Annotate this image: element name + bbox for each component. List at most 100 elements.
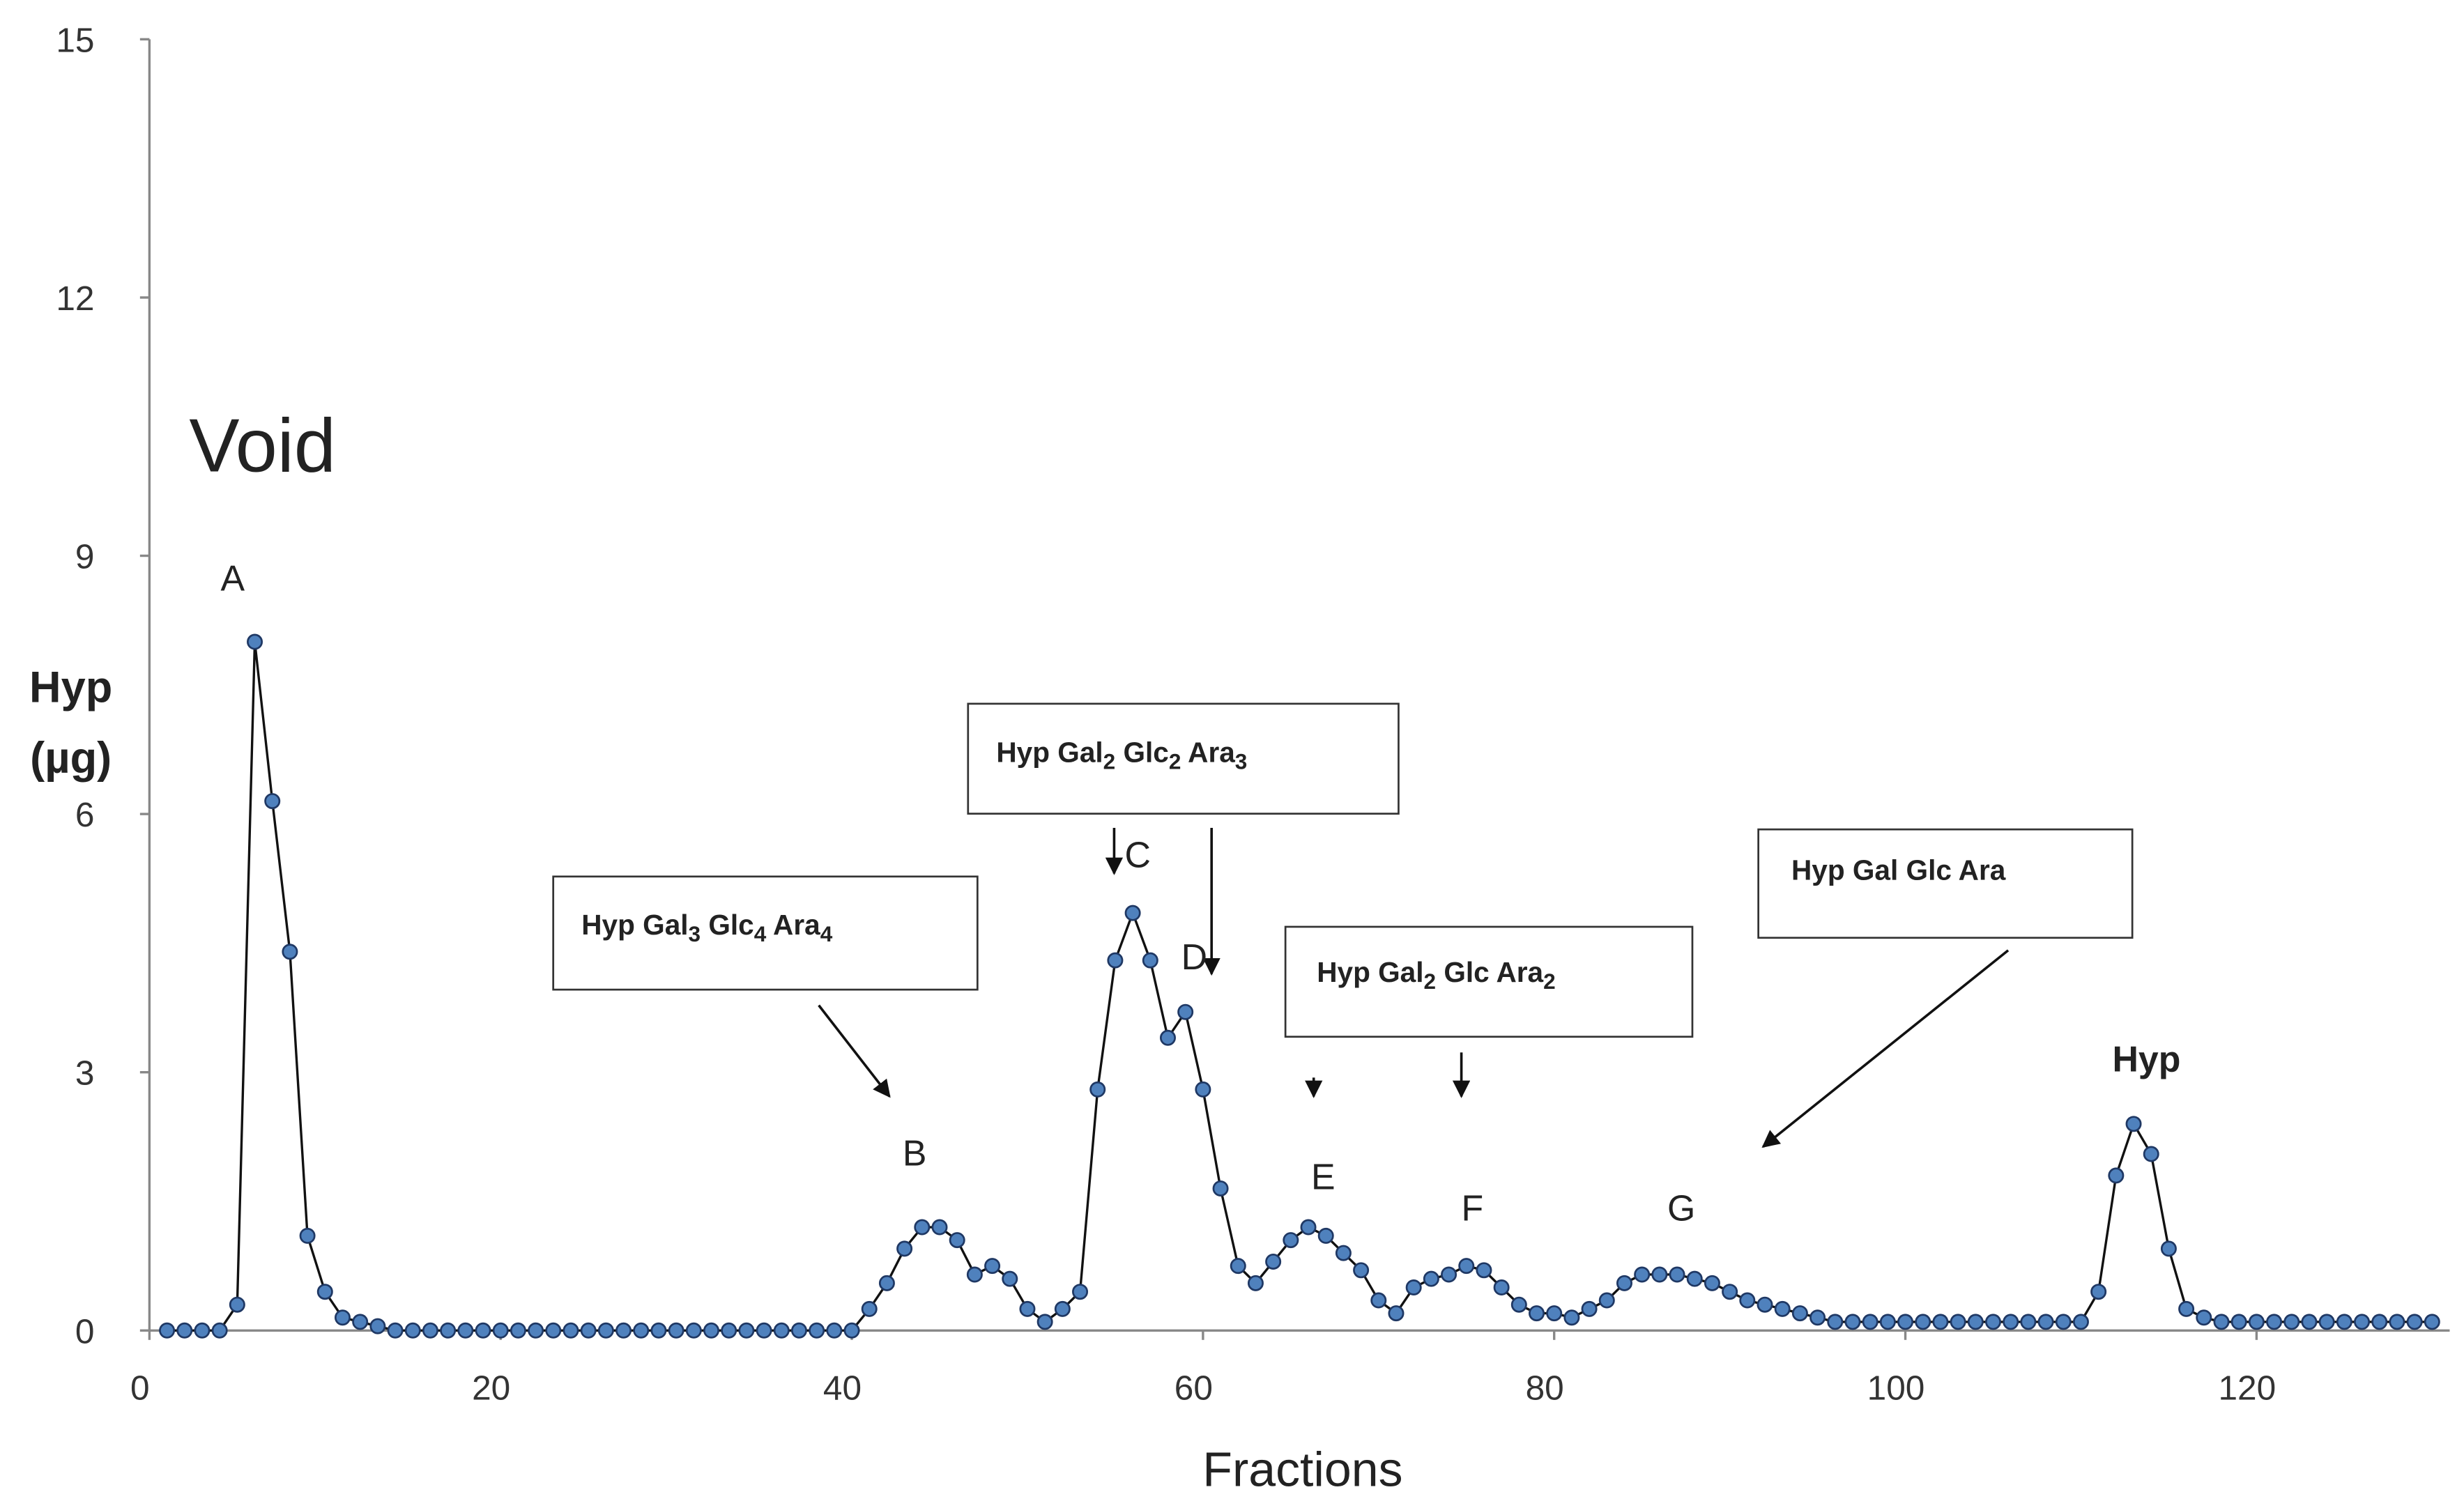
data-point [2213, 1314, 2230, 1330]
data-point [404, 1322, 421, 1339]
data-point [2371, 1314, 2388, 1330]
data-point [633, 1322, 650, 1339]
data-point [1405, 1279, 1422, 1296]
x-tick-label: 120 [2218, 1368, 2276, 1407]
annotation: B [903, 1133, 927, 1174]
label-box [1284, 925, 1694, 1038]
y-tick-label: 15 [56, 20, 94, 59]
box-label: Hyp Gal Glc Ara [1791, 854, 2006, 886]
data-point [1791, 1305, 1808, 1322]
data-point [826, 1322, 843, 1339]
data-point [2406, 1314, 2423, 1330]
data-point [440, 1322, 457, 1339]
subscript: 3 [1235, 748, 1248, 774]
y-tick-label: 12 [56, 279, 94, 318]
data-point [264, 793, 281, 810]
label-text: Ara [766, 909, 820, 941]
data-point [369, 1318, 386, 1334]
data-point [1177, 1003, 1194, 1020]
data-point [843, 1322, 860, 1339]
data-point [2020, 1314, 2037, 1330]
data-point [1598, 1292, 1615, 1309]
data-point [545, 1322, 562, 1339]
data-point [773, 1322, 790, 1339]
x-tick-label: 0 [130, 1368, 150, 1407]
data-point [2143, 1146, 2159, 1162]
subscript: 2 [1424, 968, 1437, 993]
data-point [756, 1322, 772, 1339]
data-point [2037, 1314, 2054, 1330]
data-point [1493, 1279, 1510, 1296]
data-point [2160, 1240, 2177, 1257]
y-tick-label: 6 [75, 795, 95, 834]
data-point [914, 1219, 931, 1236]
data-point [703, 1322, 720, 1339]
data-point [457, 1322, 474, 1339]
data-point [790, 1322, 807, 1339]
data-point [1704, 1275, 1720, 1291]
data-point [1827, 1314, 1844, 1330]
data-point [1739, 1292, 1756, 1309]
subscript: 2 [1103, 748, 1116, 774]
data-point [878, 1275, 895, 1291]
data-point [334, 1309, 351, 1326]
callouts [552, 702, 2134, 1148]
data-point [299, 1227, 316, 1244]
data-point [1423, 1270, 1439, 1287]
data-point [1019, 1300, 1036, 1317]
data-point [2003, 1314, 2019, 1330]
data-point [1581, 1300, 1598, 1317]
data-point [2336, 1314, 2352, 1330]
annotation: G [1667, 1187, 1695, 1228]
label-box [552, 875, 979, 991]
data-point [1774, 1300, 1791, 1317]
data-point [1370, 1292, 1387, 1309]
data-point [615, 1322, 632, 1339]
subscript: 2 [1543, 968, 1556, 993]
data-point [475, 1322, 491, 1339]
data-point [1529, 1305, 1545, 1322]
data-point [176, 1322, 193, 1339]
data-point [2283, 1314, 2300, 1330]
data-point [2178, 1300, 2195, 1317]
data-point [1915, 1314, 1931, 1330]
subscript: 2 [1169, 748, 1181, 774]
data-point [247, 633, 263, 650]
data-point [1563, 1309, 1580, 1326]
annotation: Void [189, 403, 336, 487]
data-point [984, 1258, 1001, 1275]
data-point [1546, 1305, 1563, 1322]
data-point [2424, 1314, 2440, 1330]
y-axis-title: (µg) [30, 734, 112, 783]
x-axis-title: Fractions [1202, 1442, 1402, 1496]
data-point [1476, 1262, 1492, 1279]
data-point [597, 1322, 614, 1339]
subscript: 4 [754, 921, 767, 946]
data-point [721, 1322, 737, 1339]
data-point [1757, 1296, 1773, 1313]
data-point [2266, 1314, 2283, 1330]
data-point [896, 1240, 913, 1257]
data-point [1072, 1284, 1089, 1300]
x-tick-label: 20 [472, 1368, 510, 1407]
data-point [1686, 1270, 1703, 1287]
data-point [668, 1322, 684, 1339]
data-point [2125, 1116, 2142, 1132]
data-line [167, 641, 2433, 1332]
label-text: Hyp Gal [581, 909, 688, 941]
data-point [1230, 1258, 1246, 1275]
data-point [861, 1300, 878, 1317]
subscript: 4 [820, 921, 833, 946]
data-point [1634, 1266, 1651, 1283]
data-point [650, 1322, 667, 1339]
label-box [1757, 828, 2134, 939]
data-point [2389, 1314, 2405, 1330]
x-tick-label: 100 [1867, 1368, 1925, 1407]
data-point [2090, 1284, 2107, 1300]
data-point [1335, 1245, 1352, 1261]
data-point [1897, 1314, 1914, 1330]
data-point [1809, 1309, 1826, 1326]
data-point [1722, 1284, 1738, 1300]
